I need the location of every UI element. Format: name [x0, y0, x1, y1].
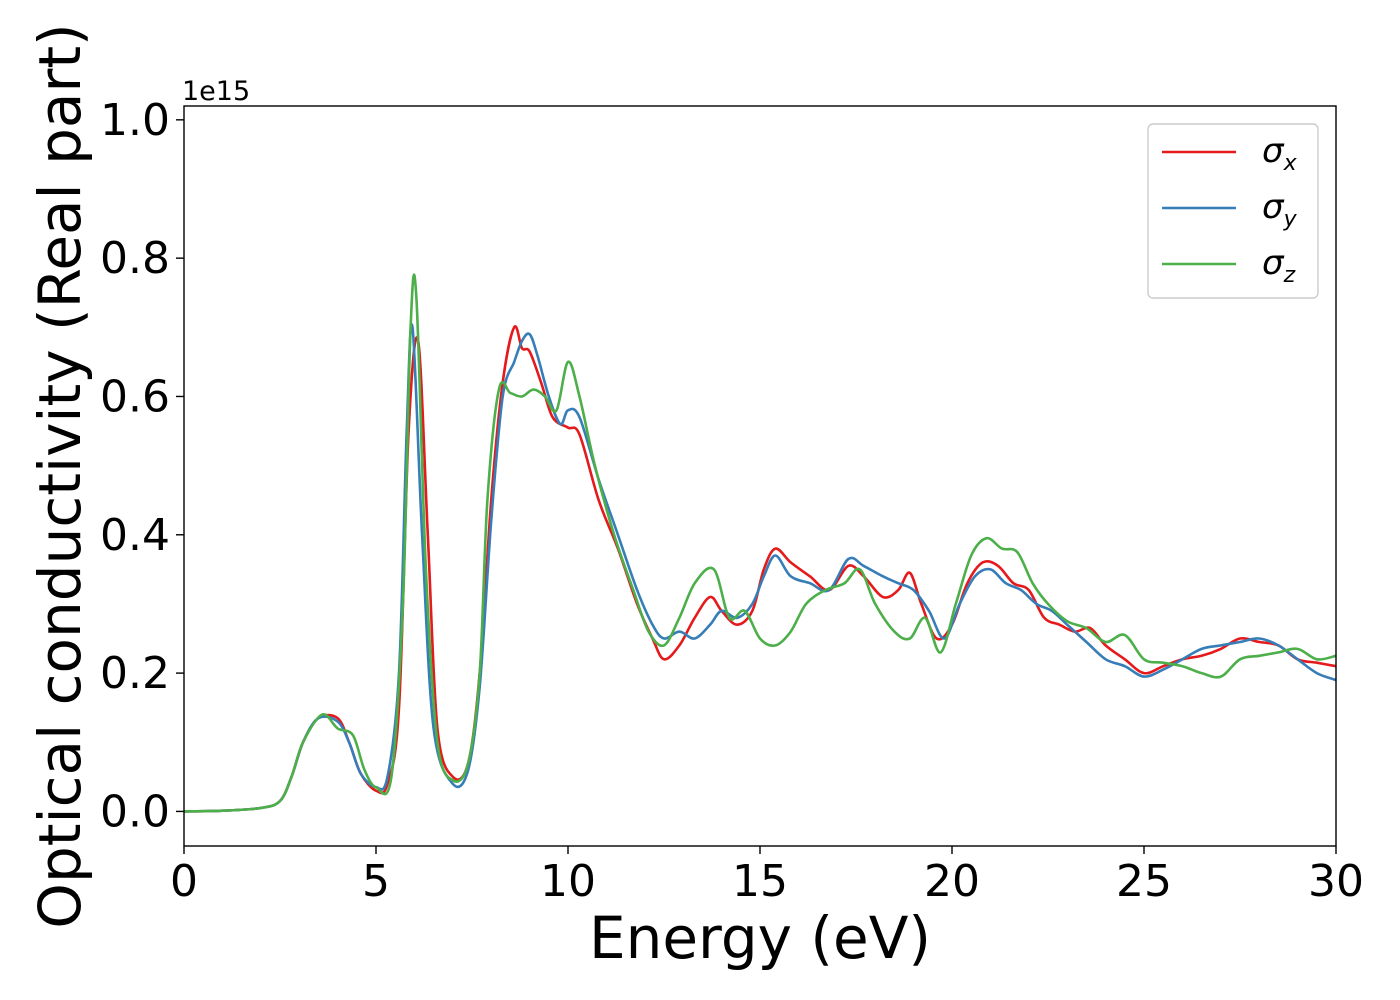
legend: σx σy σz: [1147, 123, 1319, 299]
x-tick-label: 20: [924, 856, 980, 907]
x-tick-label: 15: [732, 856, 788, 907]
y-axis-title: Optical conductivity (Real part): [26, 23, 94, 928]
x-tick-label: 30: [1308, 856, 1364, 907]
x-tick-label: 0: [170, 856, 198, 907]
series-line-x: [183, 325, 1337, 813]
y-tick-label: 0.6: [100, 371, 170, 422]
series-layer: [183, 273, 1337, 813]
series-line-y: [183, 323, 1337, 813]
y-tick-label: 0.2: [100, 648, 170, 699]
x-axis-ticks: 0 5 10 15 20 25 30: [170, 846, 1364, 907]
x-axis-title: Energy (eV): [589, 904, 931, 972]
y-axis-ticks: 0.0 0.2 0.4 0.6 0.8 1.0: [100, 95, 184, 837]
series-line-z: [183, 273, 1337, 813]
y-tick-label: 1.0: [100, 95, 170, 146]
y-tick-label: 0.0: [100, 786, 170, 837]
legend-label-z: σz: [1262, 243, 1296, 288]
y-tick-label: 0.8: [100, 233, 170, 284]
legend-label-x: σx: [1262, 131, 1298, 176]
legend-frame: [1147, 123, 1319, 299]
y-tick-label: 0.4: [100, 510, 170, 561]
x-tick-label: 25: [1116, 856, 1172, 907]
x-tick-label: 10: [540, 856, 596, 907]
y-offset-text: 1e15: [182, 76, 250, 107]
x-tick-label: 5: [362, 856, 390, 907]
legend-label-y: σy: [1262, 187, 1298, 232]
